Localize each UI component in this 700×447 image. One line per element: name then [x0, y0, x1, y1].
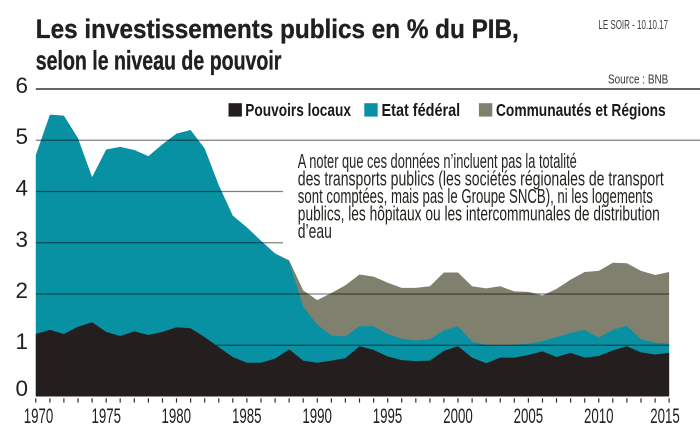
svg-text:Communautés et Régions: Communautés et Régions [496, 100, 666, 120]
svg-text:1990: 1990 [302, 405, 332, 428]
svg-text:Etat fédéral: Etat fédéral [382, 100, 461, 120]
svg-text:selon le niveau de pouvoir: selon le niveau de pouvoir [36, 46, 282, 76]
svg-text:Les investissements publics en: Les investissements publics en % du PIB, [36, 14, 519, 44]
svg-text:1970: 1970 [24, 405, 54, 428]
svg-text:1975: 1975 [91, 405, 121, 428]
svg-text:2010: 2010 [584, 405, 614, 428]
svg-text:A noter que ces données n’incl: A noter que ces données n’incluent pas l… [298, 151, 577, 173]
svg-text:publics, les hôpitaux ou les i: publics, les hôpitaux ou les intercommun… [298, 204, 660, 226]
svg-text:sont comptées, mais pas le Gro: sont comptées, mais pas le Groupe SNCB),… [298, 186, 653, 208]
svg-text:2005: 2005 [514, 405, 544, 428]
svg-text:4: 4 [16, 176, 29, 201]
svg-text:Pouvoirs locaux: Pouvoirs locaux [245, 100, 351, 120]
svg-text:1: 1 [16, 329, 29, 354]
svg-text:Source : BNB: Source : BNB [608, 71, 668, 86]
svg-text:des transports publics (les so: des transports publics (les sociétés rég… [298, 169, 664, 191]
svg-text:1985: 1985 [232, 405, 262, 428]
svg-text:1995: 1995 [373, 405, 403, 428]
svg-text:1980: 1980 [162, 405, 192, 428]
svg-text:5: 5 [16, 124, 29, 149]
svg-text:0: 0 [16, 376, 29, 401]
svg-text:3: 3 [16, 227, 29, 252]
svg-text:2: 2 [16, 278, 29, 303]
svg-text:2000: 2000 [443, 405, 473, 428]
svg-text:LE SOIR - 10.10.17: LE SOIR - 10.10.17 [598, 18, 668, 32]
svg-text:6: 6 [16, 73, 29, 98]
svg-text:2015: 2015 [650, 405, 680, 428]
svg-text:d’eau: d’eau [298, 221, 332, 243]
